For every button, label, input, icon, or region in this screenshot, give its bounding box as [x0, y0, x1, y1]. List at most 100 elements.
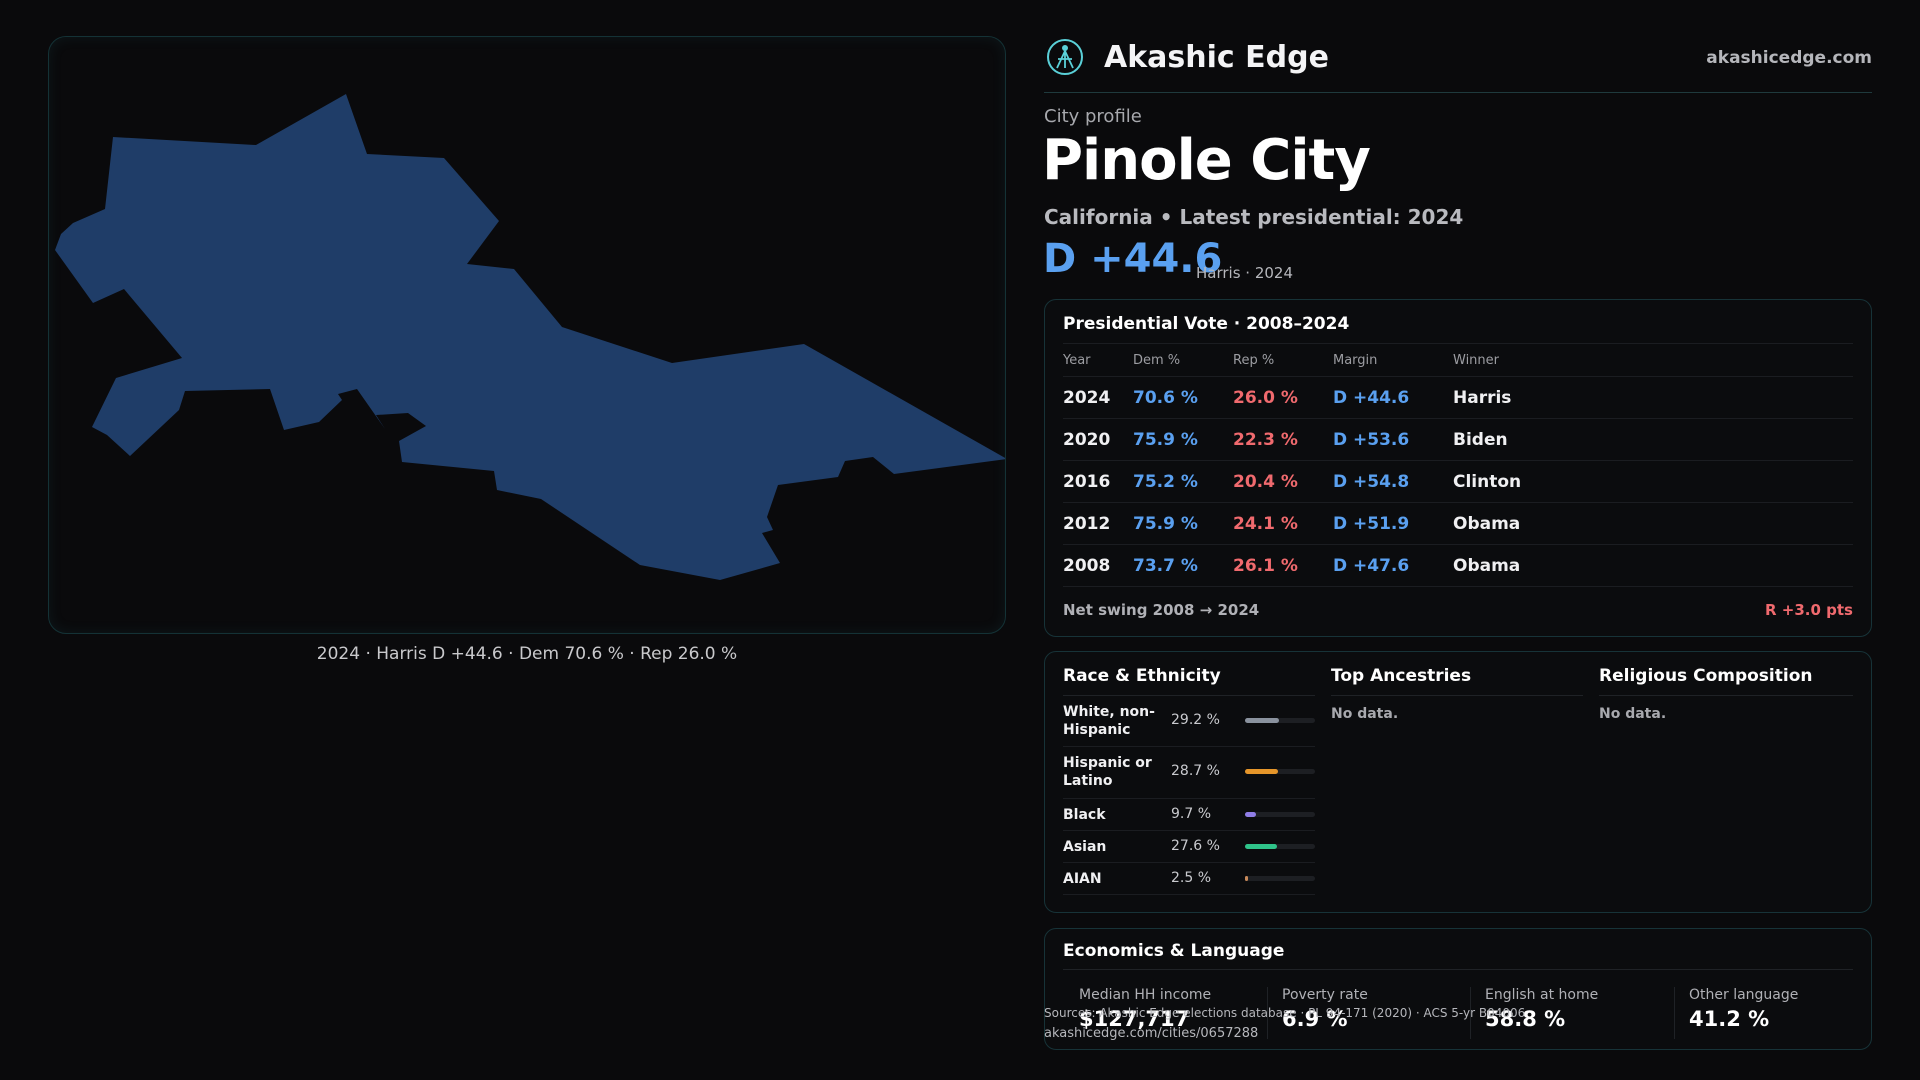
divider — [1267, 987, 1268, 1039]
cell-winner: Biden — [1453, 418, 1853, 461]
race-bar-track — [1245, 718, 1315, 723]
cell-winner: Harris — [1453, 376, 1853, 419]
race-label: AIAN — [1063, 871, 1102, 887]
cell-year: 2020 — [1063, 418, 1133, 461]
table-header-row: Year Dem % Rep % Margin Winner — [1063, 343, 1853, 377]
race-pct: 9.7 % — [1171, 806, 1212, 822]
brand-logo-icon — [1047, 39, 1083, 75]
stat-value: 58.8 % — [1485, 1007, 1566, 1031]
col-header-winner: Winner — [1453, 343, 1853, 377]
race-bar-track — [1245, 876, 1315, 881]
headline-margin: D +44.6 — [1043, 236, 1223, 282]
brand-name: Akashic Edge — [1104, 40, 1329, 75]
map-caption: 2024 · Harris D +44.6 · Dem 70.6 % · Rep… — [316, 644, 738, 664]
cell-dem: 70.6 % — [1133, 376, 1233, 419]
stat-value: 41.2 % — [1689, 1007, 1770, 1031]
brand-header: Akashic Edge akashicedge.com — [1044, 36, 1872, 93]
race-pct: 27.6 % — [1171, 838, 1220, 854]
cell-winner: Obama — [1453, 502, 1853, 545]
divider — [1470, 987, 1471, 1039]
footer-sources: Sources: Akashic Edge elections database… — [1044, 1006, 1526, 1020]
race-label: White, non-Hispanic — [1063, 704, 1155, 738]
cell-margin: D +44.6 — [1333, 376, 1453, 419]
list-item: Black 9.7 % — [1063, 799, 1315, 831]
cell-rep: 26.0 % — [1233, 376, 1333, 419]
cell-year: 2012 — [1063, 502, 1133, 545]
cell-margin: D +53.6 — [1333, 418, 1453, 461]
ancestries-section: Top Ancestries No data. — [1331, 666, 1583, 722]
economics-title: Economics & Language — [1063, 941, 1285, 961]
cell-dem: 75.2 % — [1133, 460, 1233, 503]
col-header-margin: Margin — [1333, 343, 1453, 377]
list-item: Asian 27.6 % — [1063, 831, 1315, 863]
race-bar-fill — [1245, 769, 1279, 774]
stat-median-income: Median HH income $127,717 — [1079, 987, 1211, 1039]
stat-other-language: Other language 41.2 % — [1689, 987, 1798, 1039]
race-bar-track — [1245, 769, 1315, 774]
footer-url-link[interactable]: akashicedge.com/cities/0657288 — [1044, 1026, 1259, 1041]
city-map-panel — [48, 36, 1006, 634]
cell-rep: 20.4 % — [1233, 460, 1333, 503]
table-row: 2016 75.2 % 20.4 % D +54.8 Clinton — [1063, 460, 1853, 503]
cell-dem: 75.9 % — [1133, 418, 1233, 461]
cell-year: 2024 — [1063, 376, 1133, 419]
stat-label: English at home — [1485, 987, 1599, 1003]
ancestries-empty: No data. — [1331, 706, 1399, 722]
cell-rep: 26.1 % — [1233, 544, 1333, 587]
table-row: 2012 75.9 % 24.1 % D +51.9 Obama — [1063, 502, 1853, 545]
religion-title: Religious Composition — [1599, 666, 1853, 696]
race-bar-track — [1245, 844, 1315, 849]
list-item: White, non-Hispanic 29.2 % — [1063, 696, 1315, 747]
cell-rep: 22.3 % — [1233, 418, 1333, 461]
cell-winner: Obama — [1453, 544, 1853, 587]
race-pct: 28.7 % — [1171, 763, 1220, 779]
presidential-card-title: Presidential Vote · 2008–2024 — [1063, 314, 1350, 334]
stat-value: 6.9 % — [1282, 1007, 1348, 1031]
race-bar-track — [1245, 812, 1315, 817]
stat-poverty-rate: Poverty rate 6.9 % — [1282, 987, 1368, 1039]
list-item: Hispanic or Latino 28.7 % — [1063, 747, 1315, 799]
table-row: 2020 75.9 % 22.3 % D +53.6 Biden — [1063, 418, 1853, 461]
cell-rep: 24.1 % — [1233, 502, 1333, 545]
brand-url-link[interactable]: akashicedge.com — [1706, 48, 1872, 68]
race-label: Asian — [1063, 839, 1107, 855]
cell-dem: 75.9 % — [1133, 502, 1233, 545]
cell-winner: Clinton — [1453, 460, 1853, 503]
race-bar-fill — [1245, 844, 1278, 849]
race-bar-fill — [1245, 718, 1280, 723]
cell-year: 2016 — [1063, 460, 1133, 503]
economics-card: Economics & Language Median HH income $1… — [1044, 928, 1872, 1050]
net-swing-value: R +3.0 pts — [1765, 601, 1853, 619]
city-boundary-shape — [55, 94, 1005, 580]
cell-margin: D +54.8 — [1333, 460, 1453, 503]
table-row: 2024 70.6 % 26.0 % D +44.6 Harris — [1063, 376, 1853, 419]
divider — [1674, 987, 1675, 1039]
city-subtitle: California • Latest presidential: 2024 — [1044, 205, 1464, 229]
religion-empty: No data. — [1599, 706, 1667, 722]
demographics-card: Race & Ethnicity White, non-Hispanic 29.… — [1044, 651, 1872, 913]
race-label: Hispanic or Latino — [1063, 755, 1152, 789]
stat-value: $127,717 — [1079, 1007, 1190, 1031]
religion-section: Religious Composition No data. — [1599, 666, 1853, 722]
divider — [1063, 969, 1853, 970]
stat-english-at-home: English at home 58.8 % — [1485, 987, 1598, 1039]
col-header-year: Year — [1063, 343, 1133, 377]
cell-margin: D +51.9 — [1333, 502, 1453, 545]
cell-dem: 73.7 % — [1133, 544, 1233, 587]
cell-margin: D +47.6 — [1333, 544, 1453, 587]
presidential-vote-card: Presidential Vote · 2008–2024 Year Dem %… — [1044, 299, 1872, 637]
col-header-dem: Dem % — [1133, 343, 1233, 377]
stat-label: Poverty rate — [1282, 987, 1368, 1003]
profile-kicker: City profile — [1044, 106, 1142, 127]
stat-label: Other language — [1689, 987, 1799, 1003]
stat-label: Median HH income — [1079, 987, 1212, 1003]
city-boundary-map — [55, 94, 1005, 580]
race-bar-fill — [1245, 812, 1257, 817]
race-pct: 29.2 % — [1171, 712, 1220, 728]
race-bar-fill — [1245, 876, 1248, 881]
headline-margin-note: Harris · 2024 — [1196, 264, 1294, 282]
race-section-title: Race & Ethnicity — [1063, 666, 1315, 696]
net-swing-label: Net swing 2008 → 2024 — [1063, 601, 1260, 619]
race-pct: 2.5 % — [1171, 870, 1212, 886]
race-label: Black — [1063, 807, 1106, 823]
